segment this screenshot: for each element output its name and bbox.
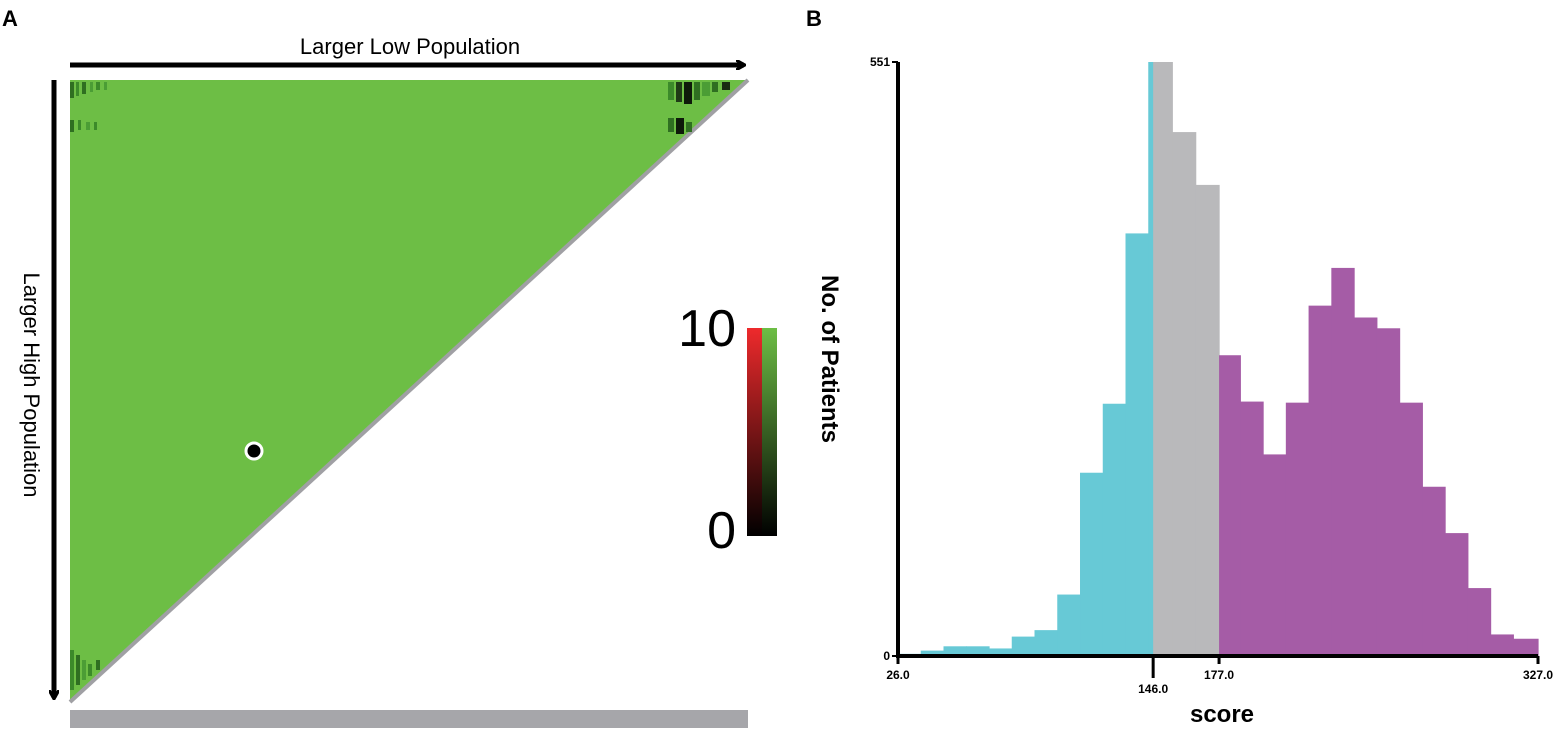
histogram-bar-mid <box>1153 62 1173 656</box>
histogram-bar-high <box>1219 355 1241 656</box>
heatmap-texture-top-left <box>70 82 107 132</box>
histogram-bar-high <box>1399 402 1423 656</box>
x-tick-label: 327.0 <box>1523 668 1553 682</box>
left-arrow-label: Larger High Population <box>19 272 44 497</box>
legend-red-gradient <box>747 328 762 536</box>
histogram-bar-low <box>920 650 945 656</box>
color-legend: 10 0 <box>678 300 777 560</box>
histogram-bar-high <box>1263 454 1287 656</box>
panel-b-label: B <box>806 6 822 31</box>
histogram-bar-high <box>1376 328 1401 656</box>
histogram-bar-high <box>1285 402 1310 656</box>
x-tick-label: 177.0 <box>1204 668 1234 682</box>
x-axis-title: score <box>1190 701 1254 728</box>
histogram-bar-high <box>1445 533 1469 656</box>
histogram-bar-low <box>1148 62 1154 656</box>
histogram-bar-low <box>1011 636 1036 656</box>
panel-a: A Larger Low Population Larger High Popu… <box>2 6 777 728</box>
x-tick-label: 146.0 <box>1138 682 1168 696</box>
x-ticks: 26.0 146.0 177.0 327.0 <box>886 656 1553 696</box>
histogram-bar-high <box>1422 486 1446 656</box>
legend-max-label: 10 <box>678 300 736 358</box>
histogram-bar-low <box>943 646 967 656</box>
histogram-bar-mid <box>1172 132 1197 656</box>
histogram-bar-low <box>1102 403 1127 656</box>
legend-min-label: 0 <box>707 502 736 560</box>
y-tick-label: 0 <box>883 649 890 663</box>
histogram-bar-low <box>1057 594 1081 656</box>
histogram-bar-low <box>1080 472 1104 656</box>
optimal-cutoff-marker <box>244 441 264 461</box>
heatmap-diagonal-edge <box>68 78 750 704</box>
panel-b: B 551 0 26.0 146.0 177.0 327.0 No. of Patien… <box>806 6 1553 728</box>
panel-a-label: A <box>2 6 18 31</box>
histogram-bar-high <box>1467 588 1492 656</box>
histogram-bar-low <box>989 648 1013 656</box>
histogram-bar-high <box>1240 401 1264 656</box>
y-ticks: 551 0 <box>870 55 898 663</box>
bottom-grey-bar <box>70 710 748 728</box>
histogram-bar-high <box>1354 317 1378 656</box>
y-axis-title: No. of Patients <box>816 275 843 443</box>
histogram-bar-high <box>1490 634 1514 656</box>
histogram-bar-mid <box>1195 184 1220 656</box>
heatmap-texture-bottom-left <box>70 650 100 690</box>
histogram-bar-low <box>1125 233 1149 656</box>
y-tick-label: 551 <box>870 55 890 69</box>
histogram-bar-high <box>1308 305 1332 656</box>
x-tick-label: 26.0 <box>886 668 910 682</box>
histogram-bar-low <box>966 646 990 656</box>
top-arrow-label: Larger Low Population <box>300 34 520 59</box>
legend-green-gradient <box>762 328 777 536</box>
histogram-bar-low <box>1034 630 1058 656</box>
heatmap-texture-top-right <box>668 82 730 134</box>
histogram-bar-high <box>1331 267 1355 656</box>
histogram-bars <box>898 62 1539 656</box>
histogram-bar-high <box>1513 638 1539 656</box>
